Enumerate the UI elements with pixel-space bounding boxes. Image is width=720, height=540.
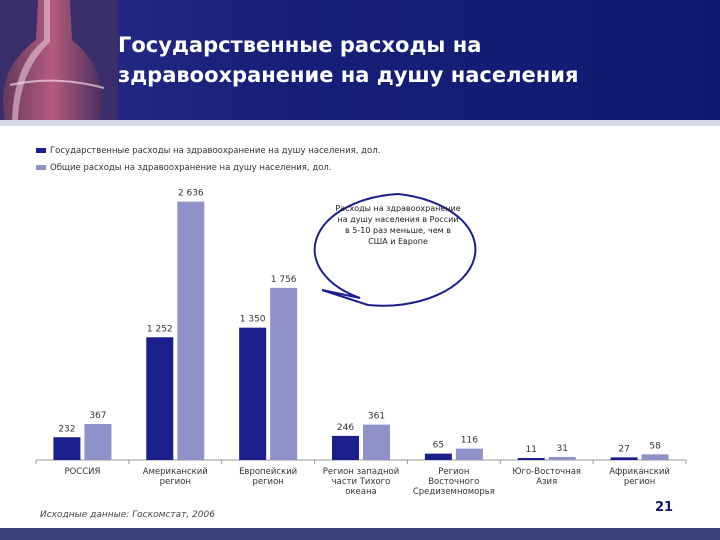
- category-label: Американский регион: [143, 467, 208, 487]
- header-background: [0, 0, 720, 120]
- bar-total: [270, 287, 298, 460]
- page-title: Государственные расходы на здравоохранен…: [118, 30, 708, 90]
- bar-government: [146, 337, 174, 460]
- category-label: Европейский регион: [239, 467, 297, 487]
- legend-label-total: Общие расходы на здравоохранение на душу…: [50, 162, 332, 173]
- bar-government: [424, 453, 452, 460]
- bar-total: [455, 448, 483, 460]
- bar-total: [363, 424, 390, 460]
- data-label-government: 11: [525, 445, 536, 455]
- bar-total: [177, 201, 205, 460]
- category-label: Регион западной части Тихого океана: [323, 467, 399, 497]
- data-label-total: 367: [89, 411, 106, 421]
- data-label-total: 31: [556, 444, 567, 454]
- legend-label-gov: Государственные расходы на здравоохранен…: [50, 145, 381, 156]
- category-label: Юго-Восточная Азия: [512, 467, 581, 487]
- source-note: Исходные данные: Госкомстат, 2006: [40, 510, 215, 520]
- category-label: Африканский регион: [609, 467, 670, 487]
- bar-government: [239, 327, 267, 460]
- legend-swatch-total: [36, 165, 46, 170]
- data-label-government: 27: [618, 444, 629, 454]
- data-label-total: 116: [461, 436, 478, 446]
- bar-total: [548, 456, 576, 460]
- legend-item-gov: Государственные расходы на здравоохранен…: [36, 142, 380, 159]
- page-number: 21: [655, 500, 674, 515]
- data-label-government: 1 252: [147, 324, 173, 334]
- bar-total: [641, 454, 669, 460]
- bar-government: [332, 435, 359, 460]
- header: Государственные расходы на здравоохранен…: [0, 0, 720, 120]
- legend-item-total: Общие расходы на здравоохранение на душу…: [36, 159, 380, 176]
- data-label-government: 1 350: [240, 315, 266, 325]
- data-label-government: 246: [337, 423, 354, 433]
- title-line-1: Государственные расходы на: [118, 33, 482, 57]
- callout-bubble: [313, 192, 477, 307]
- data-label-government: 232: [58, 424, 75, 434]
- bar-government: [53, 437, 81, 460]
- title-line-2: здравоохранение на душу населения: [118, 63, 579, 87]
- chart-legend: Государственные расходы на здравоохранен…: [36, 142, 380, 176]
- data-label-total: 1 756: [271, 275, 297, 285]
- footer-bar: [0, 528, 720, 540]
- data-label-total: 2 636: [178, 189, 204, 199]
- data-label-government: 65: [433, 441, 444, 451]
- category-label: Регион Восточного Средиземноморья: [413, 467, 495, 497]
- flask-image: [0, 0, 118, 120]
- bar-government: [517, 458, 545, 460]
- bar-total: [84, 424, 112, 460]
- data-label-total: 58: [649, 441, 661, 451]
- header-divider: [0, 120, 720, 126]
- data-label-total: 361: [368, 412, 385, 422]
- category-label: РОССИЯ: [64, 467, 100, 477]
- legend-swatch-gov: [36, 148, 46, 153]
- callout-text: Расходы на здравоохранение на душу насел…: [335, 204, 461, 246]
- bar-government: [610, 457, 638, 460]
